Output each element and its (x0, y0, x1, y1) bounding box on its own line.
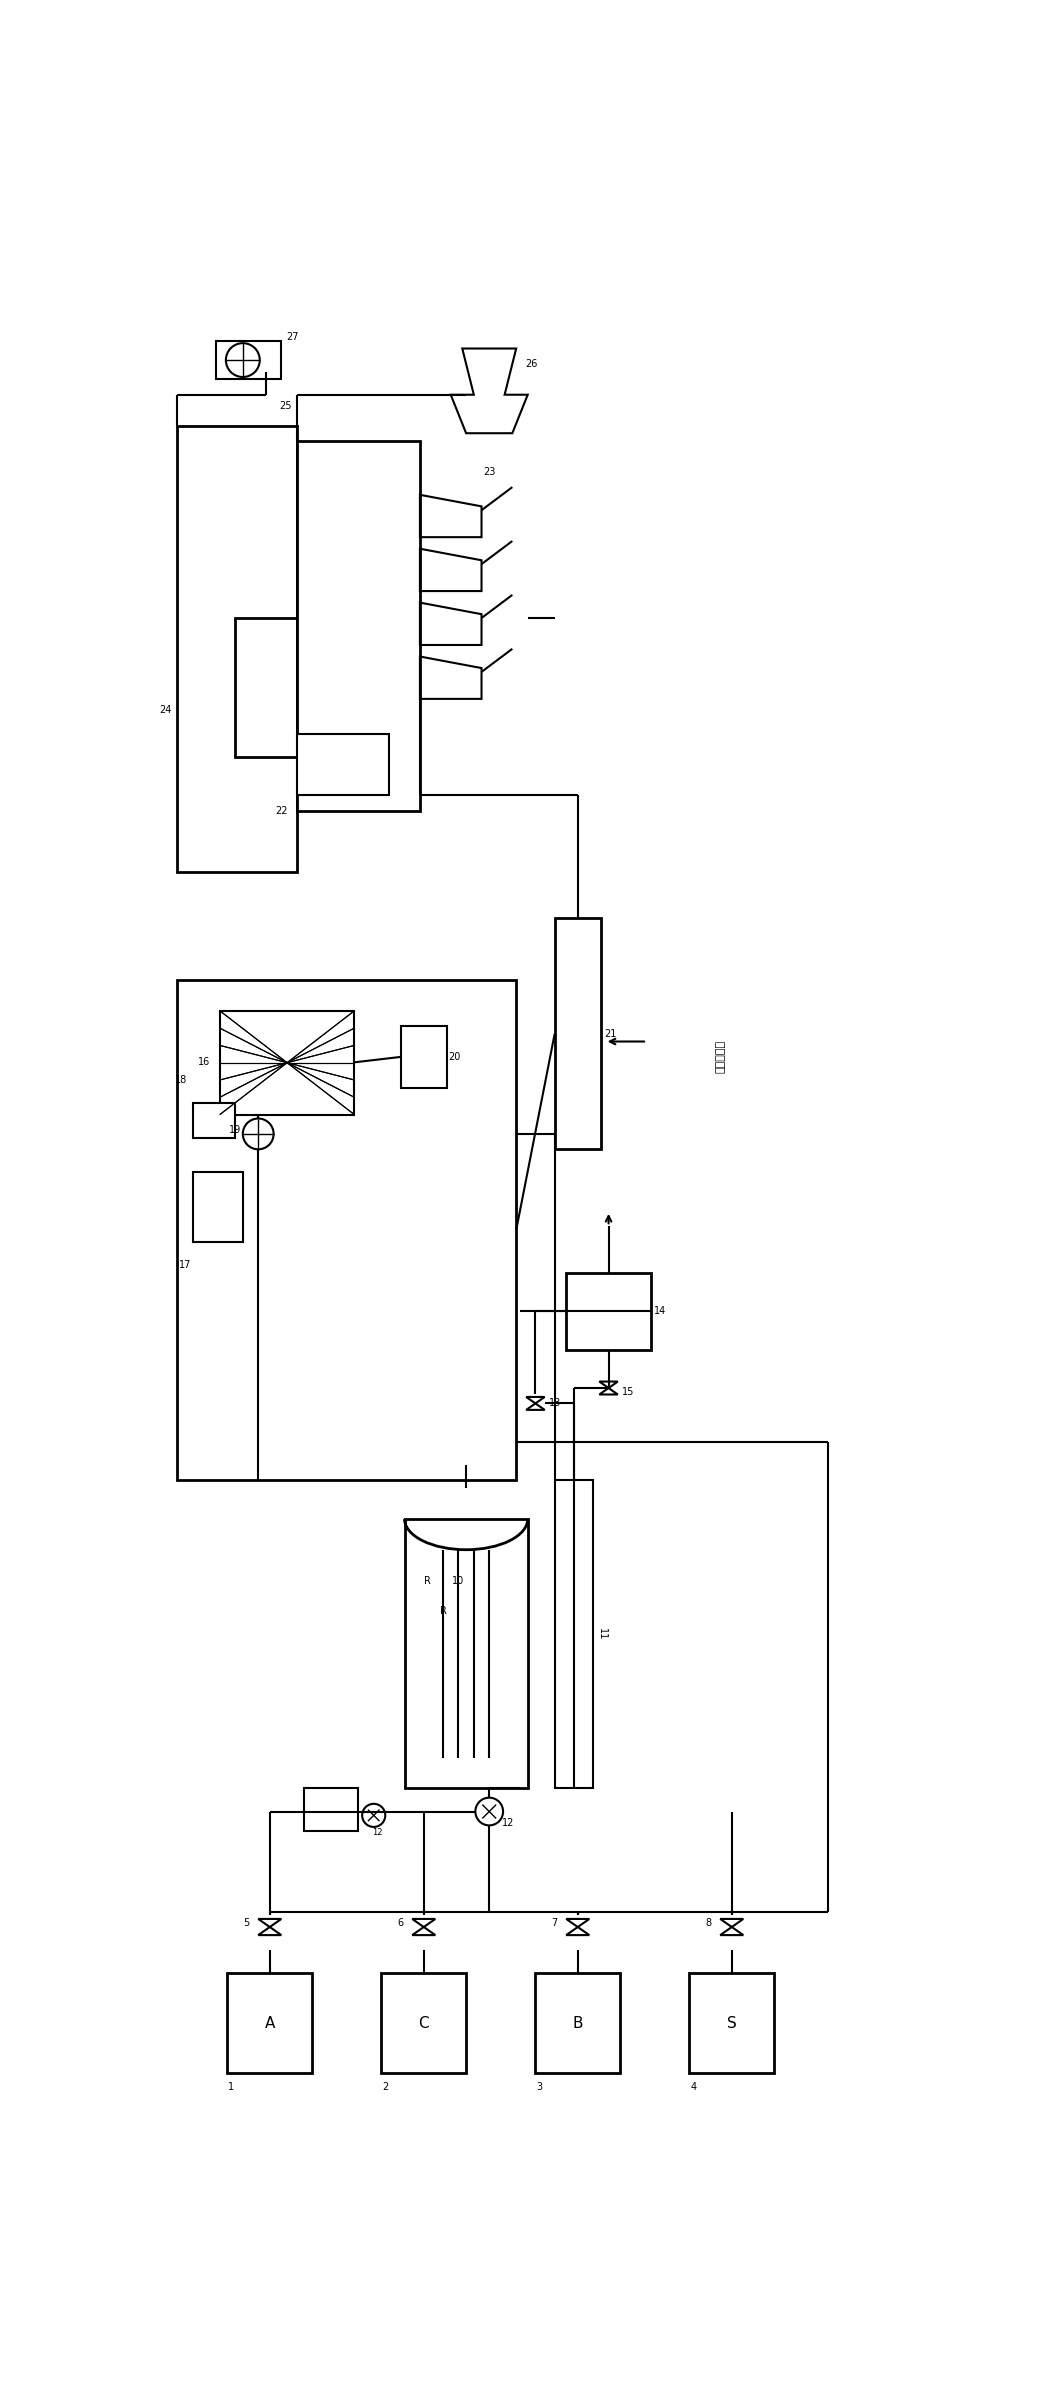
Bar (400, 1026, 447, 1088)
Bar (235, 617, 297, 756)
Bar (536, 1973, 621, 2073)
Text: 26: 26 (525, 359, 538, 368)
Text: 15: 15 (622, 1387, 634, 1396)
Text: 23: 23 (483, 466, 496, 476)
Text: 18: 18 (175, 1076, 187, 1086)
Text: 7: 7 (552, 1918, 558, 1927)
Text: 3: 3 (536, 2083, 542, 2092)
Text: 待处理烟气: 待处理烟气 (715, 1040, 725, 1074)
Text: 11: 11 (597, 1628, 608, 1640)
Text: 24: 24 (160, 705, 172, 715)
Text: B: B (573, 2016, 584, 2030)
Bar (304, 1788, 358, 1832)
Text: 12: 12 (502, 1817, 515, 1829)
Bar (405, 1518, 527, 1788)
Text: S: S (726, 2016, 737, 2030)
Text: 16: 16 (198, 1057, 211, 1066)
Text: 21: 21 (604, 1028, 616, 1038)
Text: 12: 12 (373, 1827, 382, 1836)
Bar (689, 1973, 774, 2073)
Bar (219, 1011, 355, 1114)
Text: 17: 17 (179, 1260, 192, 1270)
Bar (567, 1272, 651, 1349)
Text: C: C (418, 2016, 429, 2030)
Bar (177, 980, 516, 1480)
Bar (228, 1973, 312, 2073)
Text: 8: 8 (705, 1918, 712, 1927)
Circle shape (226, 344, 259, 378)
Circle shape (362, 1803, 385, 1827)
Text: 19: 19 (229, 1126, 241, 1136)
Bar (555, 1480, 593, 1788)
Text: R: R (425, 1576, 431, 1585)
Text: 6: 6 (397, 1918, 403, 1927)
Bar (193, 1102, 235, 1138)
Circle shape (475, 1798, 503, 1824)
Text: 25: 25 (279, 402, 291, 411)
Bar (297, 440, 420, 811)
Circle shape (243, 1119, 273, 1150)
Text: 14: 14 (654, 1305, 666, 1315)
Text: 10: 10 (452, 1576, 465, 1585)
Text: 1: 1 (228, 2083, 234, 2092)
Text: 20: 20 (448, 1052, 461, 1062)
Text: 4: 4 (690, 2083, 697, 2092)
Text: 22: 22 (275, 806, 288, 815)
Text: 5: 5 (244, 1918, 250, 1927)
Bar (381, 1973, 466, 2073)
Text: 2: 2 (382, 2083, 389, 2092)
Text: 13: 13 (549, 1399, 561, 1408)
Bar (177, 426, 297, 873)
Bar (193, 1172, 243, 1241)
Text: A: A (265, 2016, 275, 2030)
Circle shape (456, 1444, 475, 1463)
Text: 27: 27 (287, 332, 299, 342)
Text: R: R (439, 1607, 447, 1616)
Bar (297, 734, 389, 796)
Bar (555, 918, 600, 1150)
